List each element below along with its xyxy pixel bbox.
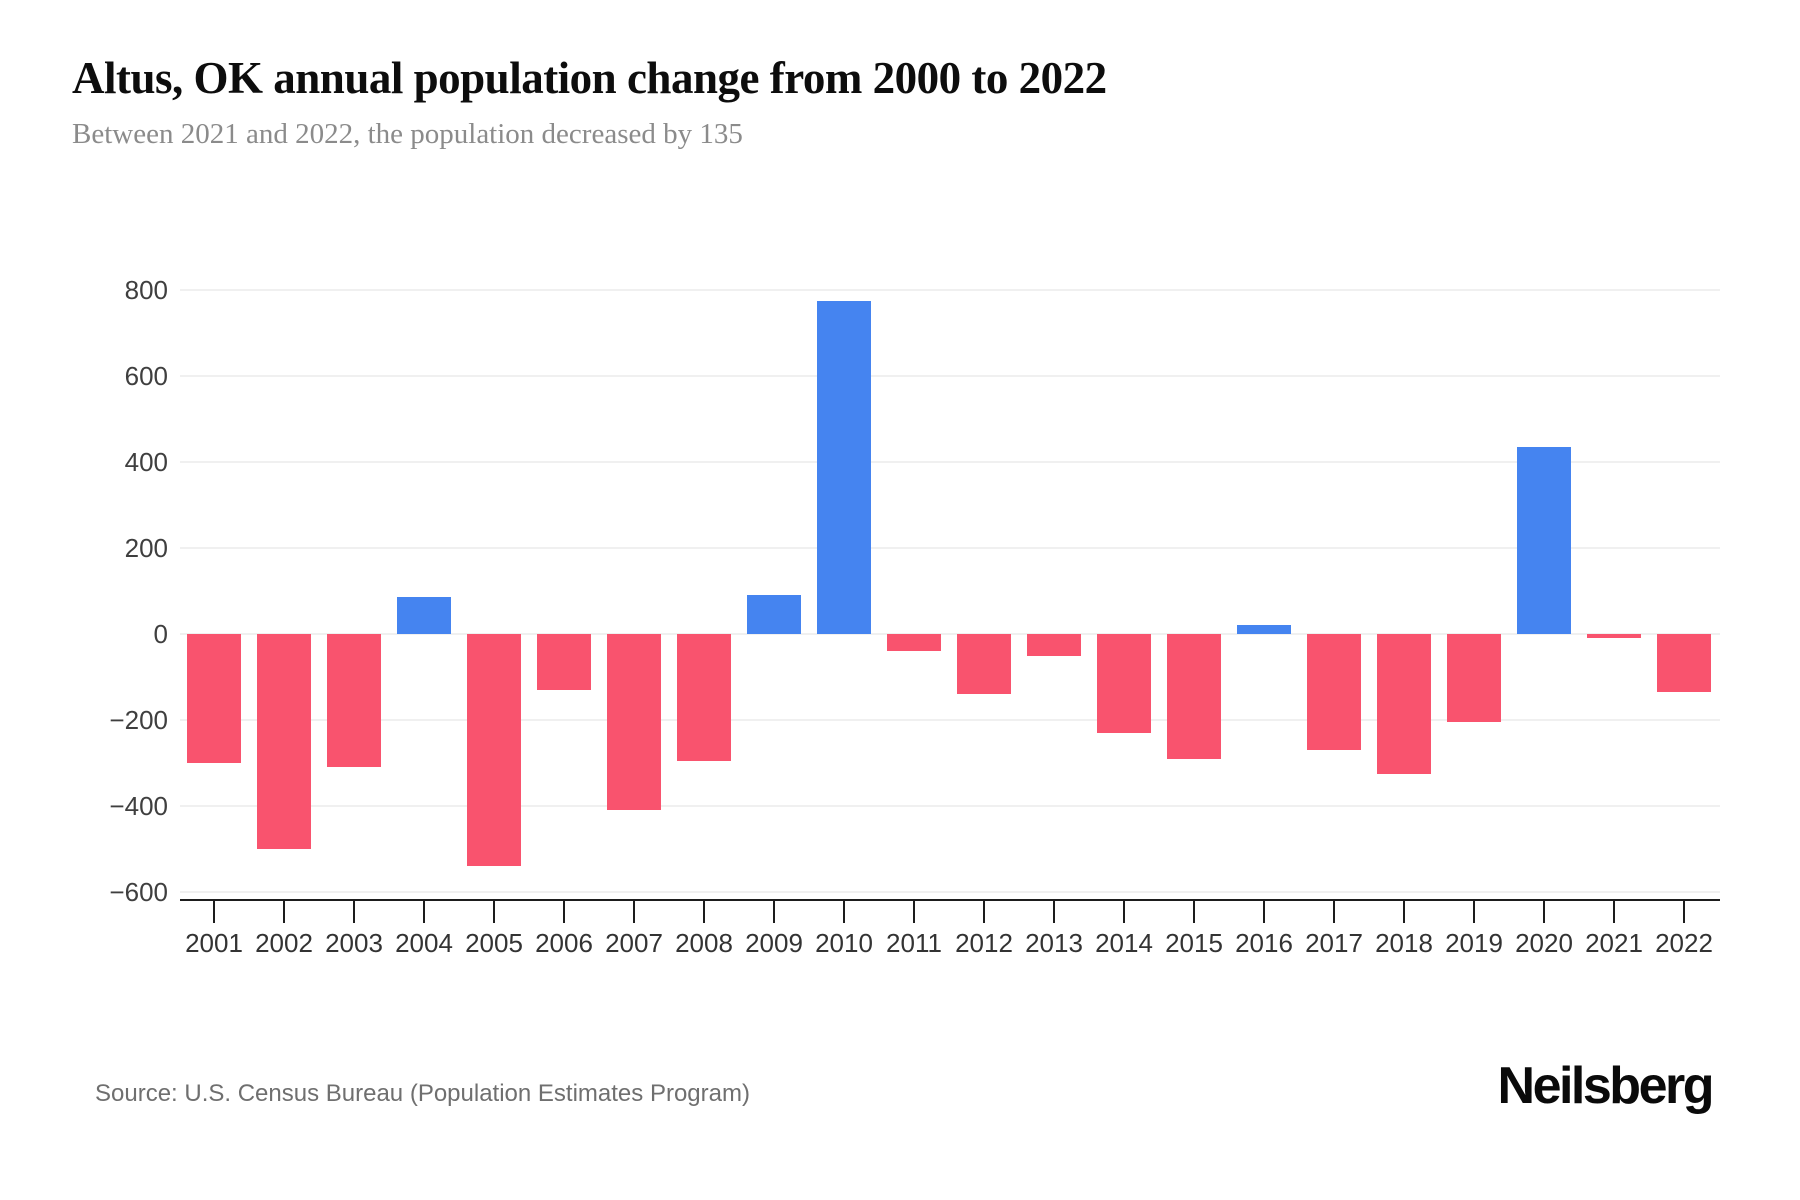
bar-2016[interactable]	[1237, 625, 1291, 634]
x-axis-label-2015: 2015	[1165, 928, 1223, 958]
x-axis-tick-2014	[1123, 901, 1125, 923]
source-note: Source: U.S. Census Bureau (Population E…	[95, 1080, 750, 1107]
x-axis-tick-2007	[633, 901, 635, 923]
gridline--600	[180, 891, 1720, 893]
x-axis-label-2005: 2005	[465, 928, 523, 958]
bar-2011[interactable]	[887, 634, 941, 652]
x-axis-label-2012: 2012	[955, 928, 1013, 958]
x-axis-label-2022: 2022	[1655, 928, 1713, 958]
chart-subtitle: Between 2021 and 2022, the population de…	[72, 118, 743, 150]
bar-2008[interactable]	[677, 634, 731, 761]
x-axis-label-2013: 2013	[1025, 928, 1083, 958]
gridline-400	[180, 461, 1720, 463]
bar-2012[interactable]	[957, 634, 1011, 695]
x-axis-tick-2006	[563, 901, 565, 923]
x-axis-label-2006: 2006	[535, 928, 593, 958]
bar-2007[interactable]	[607, 634, 661, 811]
x-axis-line	[180, 899, 1720, 901]
x-axis-tick-2012	[983, 901, 985, 923]
x-axis-label-2009: 2009	[745, 928, 803, 958]
x-axis-label-2003: 2003	[325, 928, 383, 958]
bar-2017[interactable]	[1307, 634, 1361, 751]
x-axis-tick-2020	[1543, 901, 1545, 923]
gridline-600	[180, 375, 1720, 377]
x-axis-tick-2005	[493, 901, 495, 923]
x-axis-tick-2013	[1053, 901, 1055, 923]
bar-2005[interactable]	[467, 634, 521, 867]
x-axis-tick-2003	[353, 901, 355, 923]
x-axis-label-2011: 2011	[886, 928, 942, 958]
gridline--200	[180, 719, 1720, 721]
x-axis-label-2007: 2007	[605, 928, 663, 958]
bar-2013[interactable]	[1027, 634, 1081, 656]
x-axis-tick-2001	[213, 901, 215, 923]
x-axis-label-2017: 2017	[1305, 928, 1363, 958]
gridline--400	[180, 805, 1720, 807]
y-axis-label-600: 600	[124, 361, 168, 391]
bar-2014[interactable]	[1097, 634, 1151, 733]
bar-2018[interactable]	[1377, 634, 1431, 774]
gridline-0	[180, 633, 1720, 635]
bar-2003[interactable]	[327, 634, 381, 768]
bar-2019[interactable]	[1447, 634, 1501, 723]
x-axis-tick-2019	[1473, 901, 1475, 923]
gridline-200	[180, 547, 1720, 549]
bar-2006[interactable]	[537, 634, 591, 690]
x-axis-tick-2010	[843, 901, 845, 923]
y-axis-label-0: 0	[153, 619, 168, 649]
bar-2004[interactable]	[397, 597, 451, 634]
x-axis-label-2020: 2020	[1515, 928, 1573, 958]
x-axis-label-2002: 2002	[255, 928, 313, 958]
x-axis-label-2010: 2010	[815, 928, 873, 958]
bar-2022[interactable]	[1657, 634, 1711, 693]
x-axis-tick-2017	[1333, 901, 1335, 923]
gridline-800	[180, 289, 1720, 291]
bar-2021[interactable]	[1587, 634, 1641, 639]
x-axis-tick-2021	[1613, 901, 1615, 923]
bar-2009[interactable]	[747, 595, 801, 634]
x-axis-tick-2009	[773, 901, 775, 923]
x-axis-label-2018: 2018	[1375, 928, 1433, 958]
y-axis-label--200: −200	[109, 705, 168, 735]
x-axis-tick-2011	[913, 901, 915, 923]
bar-2002[interactable]	[257, 634, 311, 849]
y-axis-label-800: 800	[124, 275, 168, 305]
x-axis-tick-2008	[703, 901, 705, 923]
x-axis-label-2004: 2004	[395, 928, 453, 958]
x-axis-label-2016: 2016	[1235, 928, 1293, 958]
x-axis-label-2014: 2014	[1095, 928, 1153, 958]
y-axis-label--600: −600	[109, 877, 168, 907]
y-axis-label-200: 200	[124, 533, 168, 563]
bar-2020[interactable]	[1517, 446, 1571, 634]
x-axis-tick-2016	[1263, 901, 1265, 923]
x-axis-label-2019: 2019	[1445, 928, 1503, 958]
y-axis-label--400: −400	[109, 791, 168, 821]
y-axis-label-400: 400	[124, 447, 168, 477]
bar-2015[interactable]	[1167, 634, 1221, 759]
chart-title: Altus, OK annual population change from …	[72, 53, 1107, 103]
x-axis-tick-2018	[1403, 901, 1405, 923]
x-axis-tick-2004	[423, 901, 425, 923]
bar-2010[interactable]	[817, 300, 871, 634]
bar-2001[interactable]	[187, 634, 241, 763]
x-axis-tick-2002	[283, 901, 285, 923]
x-axis-label-2021: 2021	[1585, 928, 1643, 958]
x-axis-label-2001: 2001	[185, 928, 243, 958]
x-axis-tick-2015	[1193, 901, 1195, 923]
x-axis-tick-2022	[1683, 901, 1685, 923]
neilsberg-logo[interactable]: Neilsberg	[1497, 1057, 1715, 1115]
x-axis-label-2008: 2008	[675, 928, 733, 958]
